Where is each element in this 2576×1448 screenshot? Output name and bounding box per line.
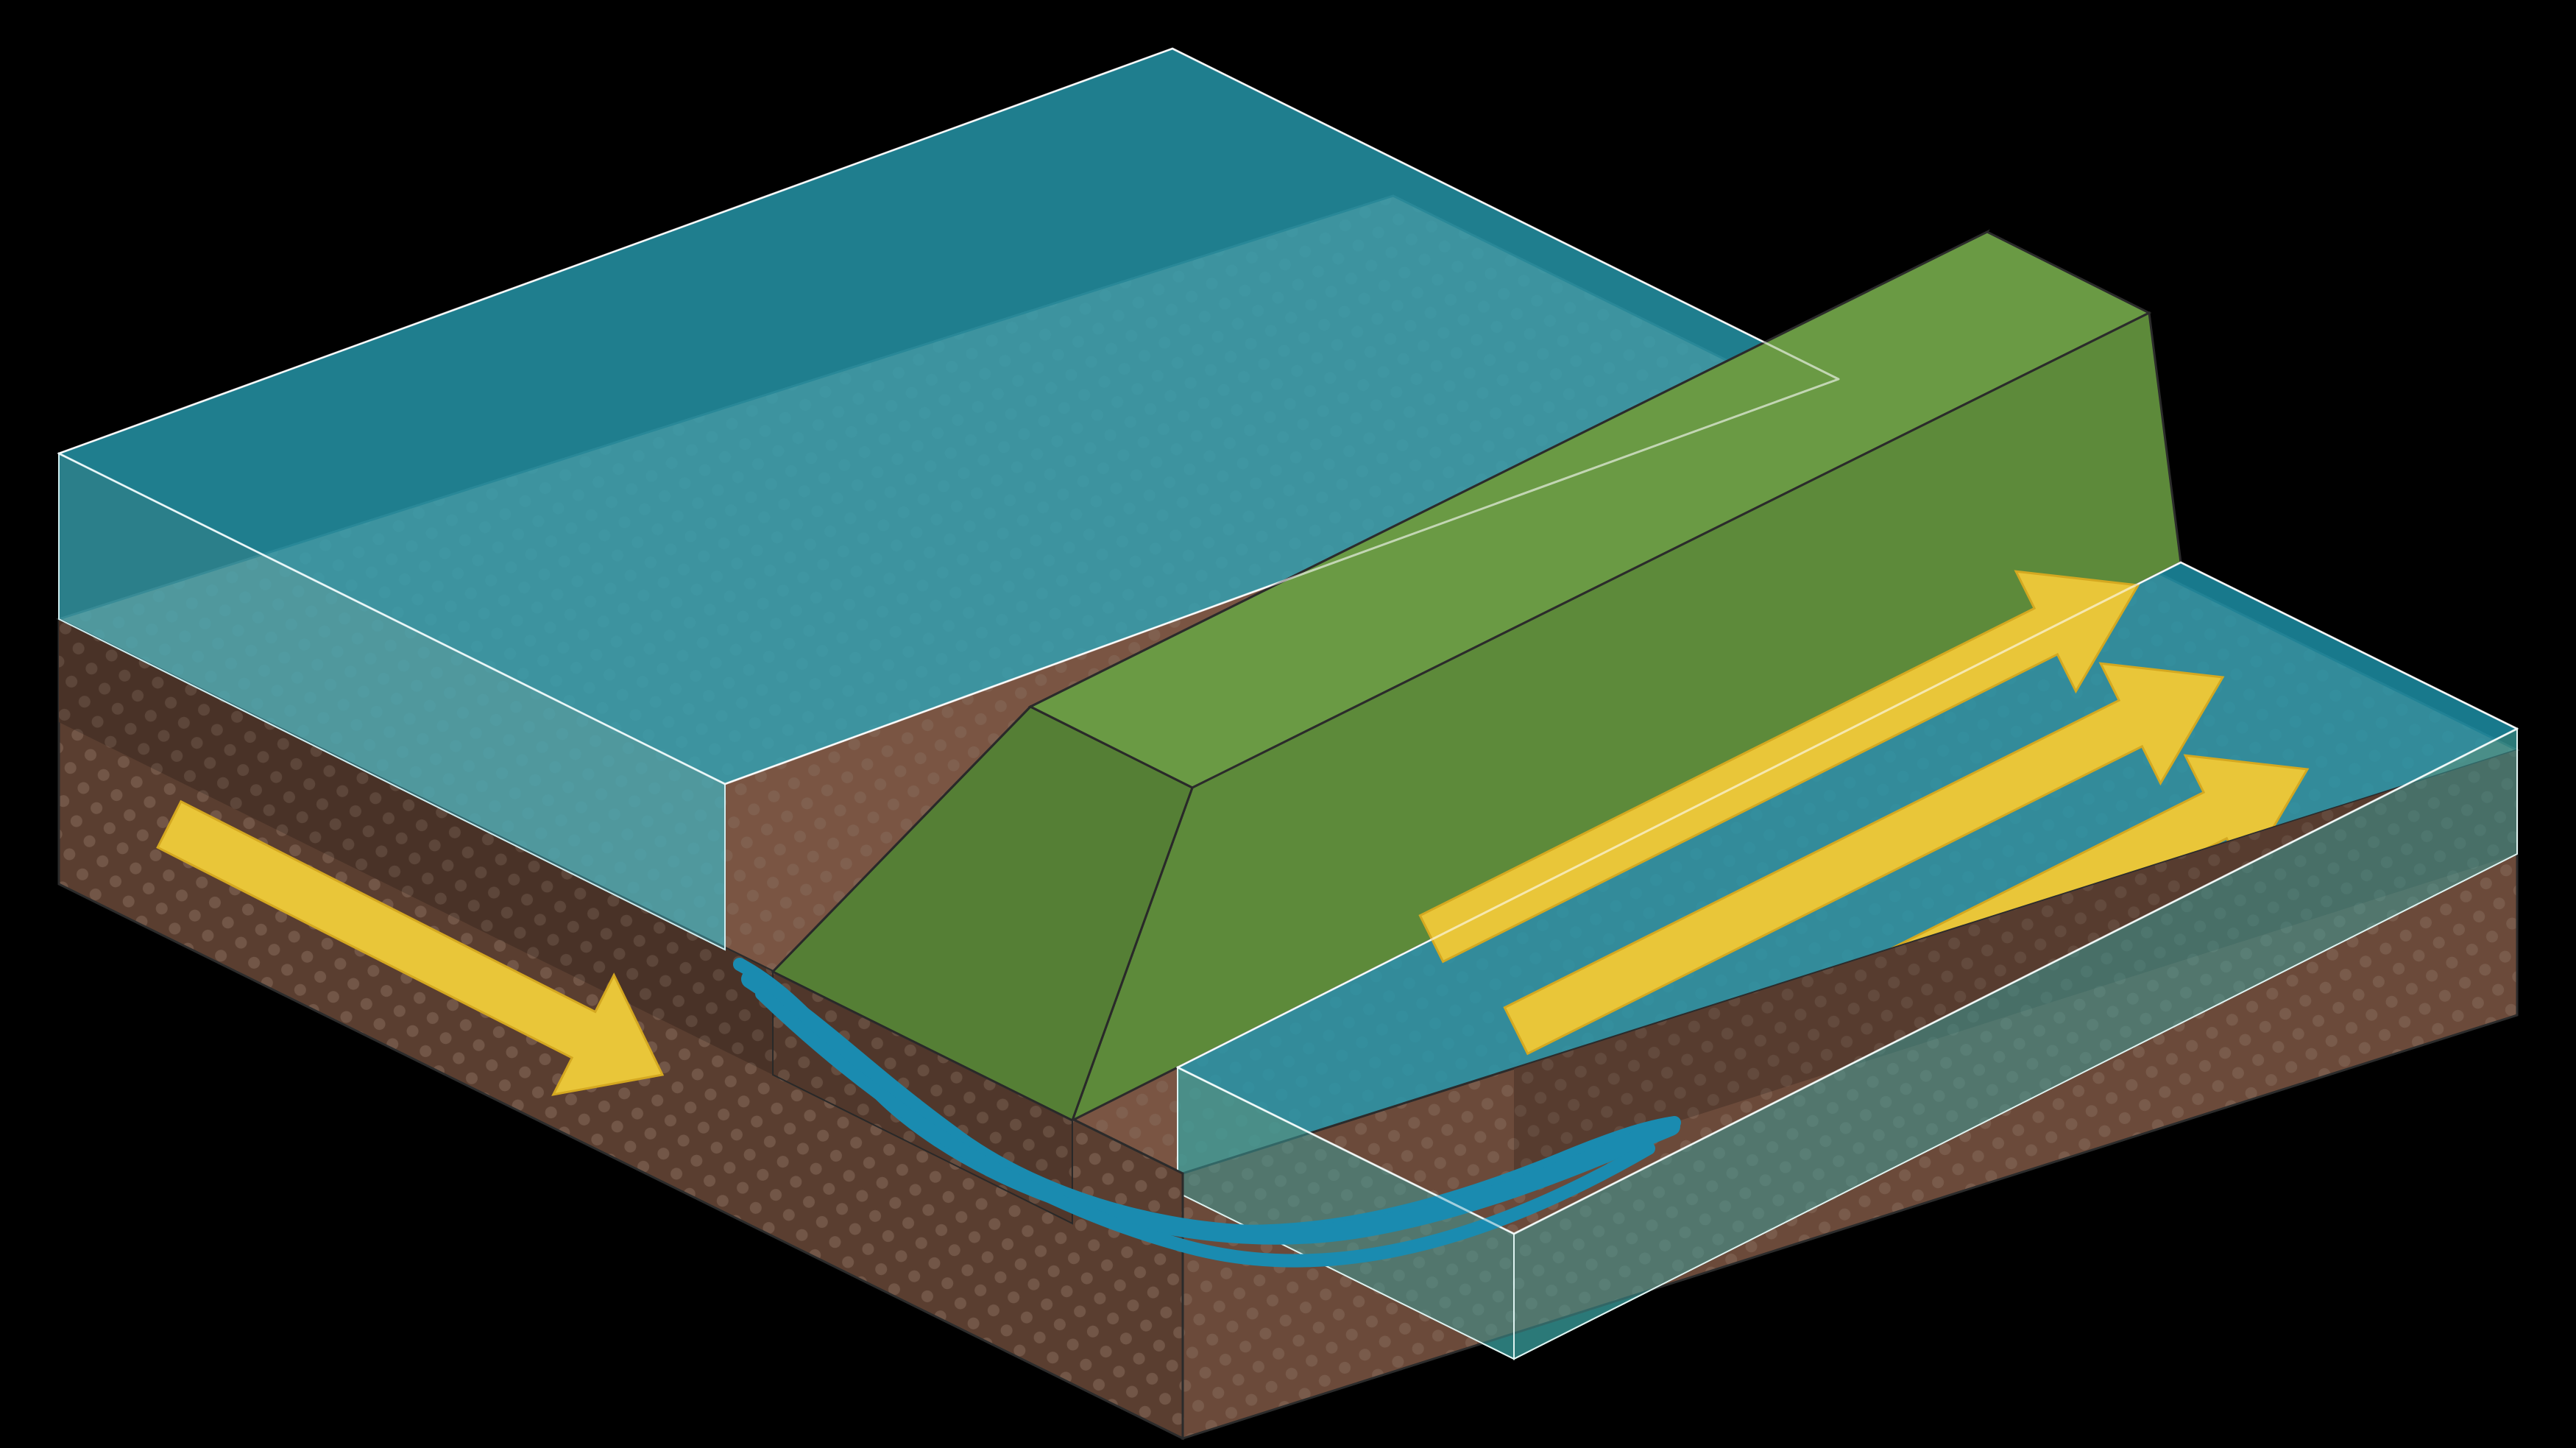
levee-seepage-diagram xyxy=(0,0,2576,1448)
